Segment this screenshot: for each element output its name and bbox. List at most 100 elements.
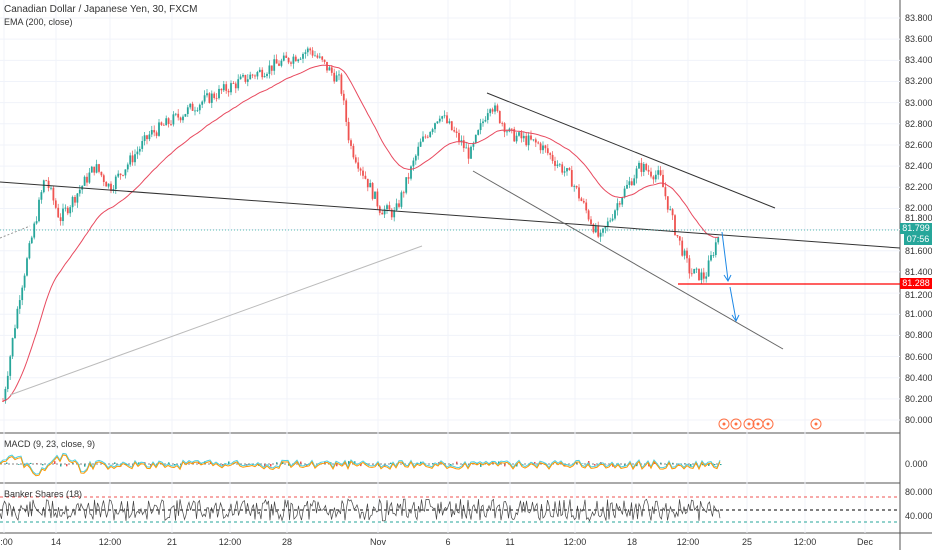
y-tick-label: 80.600 [905, 351, 932, 362]
candle [174, 113, 177, 115]
macd-histogram-bar [174, 464, 176, 466]
candle [587, 210, 590, 220]
candle [477, 130, 480, 135]
candle [254, 75, 256, 77]
candle [525, 135, 528, 146]
y-tick-label: 81.600 [905, 246, 932, 256]
candle [436, 121, 439, 124]
candle [585, 202, 588, 211]
y-tick-label: 40.000 [905, 511, 932, 521]
candle [546, 148, 549, 154]
x-tick-label: 21 [166, 537, 177, 547]
candle [484, 119, 487, 122]
candle [448, 121, 451, 124]
candle [405, 177, 408, 193]
candle [407, 177, 410, 179]
candle [64, 207, 67, 209]
candle [153, 130, 156, 133]
candle [434, 123, 436, 130]
candle [86, 176, 88, 183]
candle [597, 225, 600, 237]
candle [381, 212, 384, 215]
candle [678, 236, 681, 241]
macd-histogram-bar [270, 464, 272, 467]
candle [369, 183, 372, 188]
candle [287, 57, 290, 63]
candle [662, 174, 664, 188]
candle [705, 276, 708, 279]
candle [530, 135, 532, 140]
candle [292, 56, 295, 64]
candle [16, 308, 19, 329]
candle [107, 183, 110, 187]
candle [573, 185, 576, 187]
candle [210, 93, 213, 103]
candle [134, 154, 136, 163]
event-icon [756, 422, 760, 426]
macd-line [0, 452, 721, 475]
macd-label: MACD (9, 23, close, 9) [4, 439, 96, 449]
candle [638, 162, 640, 169]
trendline-gray [9, 245, 423, 396]
candle [446, 115, 448, 124]
candle [239, 76, 242, 80]
ema-line [2, 64, 719, 402]
candle [220, 88, 223, 91]
x-tick-label: 12:00 [218, 537, 242, 547]
candle [251, 74, 254, 76]
candle [95, 164, 98, 173]
macd-histogram-bar [690, 464, 692, 467]
candle [479, 123, 482, 131]
candle [124, 169, 127, 176]
candle [681, 240, 684, 256]
candle [93, 166, 96, 173]
candle [246, 79, 249, 82]
x-tick-label: 18 [626, 537, 637, 547]
candle [59, 217, 62, 222]
candle [414, 155, 417, 161]
candle [6, 375, 9, 390]
candle [592, 224, 595, 233]
candle [258, 69, 261, 73]
y-tick-label: 81.000 [905, 309, 932, 320]
candle [294, 56, 297, 62]
candle [582, 200, 585, 203]
candle [628, 181, 631, 185]
event-icon [718, 418, 730, 430]
candle [544, 145, 547, 149]
candle [278, 63, 280, 66]
candle [179, 117, 182, 121]
candle [299, 58, 302, 60]
candle [83, 176, 86, 186]
candle [78, 189, 81, 194]
signal-line [0, 454, 721, 477]
candle [345, 100, 348, 122]
candle [160, 122, 163, 125]
macd-histogram-bar [708, 464, 710, 466]
macd-histogram-bar [60, 464, 62, 467]
macd-histogram-bar [288, 464, 290, 466]
candle [666, 196, 669, 210]
y-tick-label: 82.000 [905, 203, 932, 214]
banker-line [0, 498, 721, 522]
candle [686, 250, 688, 259]
candle [640, 162, 643, 172]
candle [527, 135, 530, 146]
candle [102, 175, 105, 182]
candle [513, 129, 516, 142]
candle [119, 173, 122, 176]
candle [215, 97, 218, 99]
event-icon [722, 422, 726, 426]
candle [431, 129, 434, 133]
candle [568, 168, 571, 171]
candle [189, 103, 192, 108]
candle [167, 118, 170, 124]
y-tick-label: 83.800 [905, 13, 932, 23]
candle [650, 171, 652, 177]
candle [162, 124, 165, 126]
candle [342, 93, 345, 101]
candle [659, 170, 662, 175]
candle [542, 145, 544, 151]
candle [690, 273, 693, 275]
